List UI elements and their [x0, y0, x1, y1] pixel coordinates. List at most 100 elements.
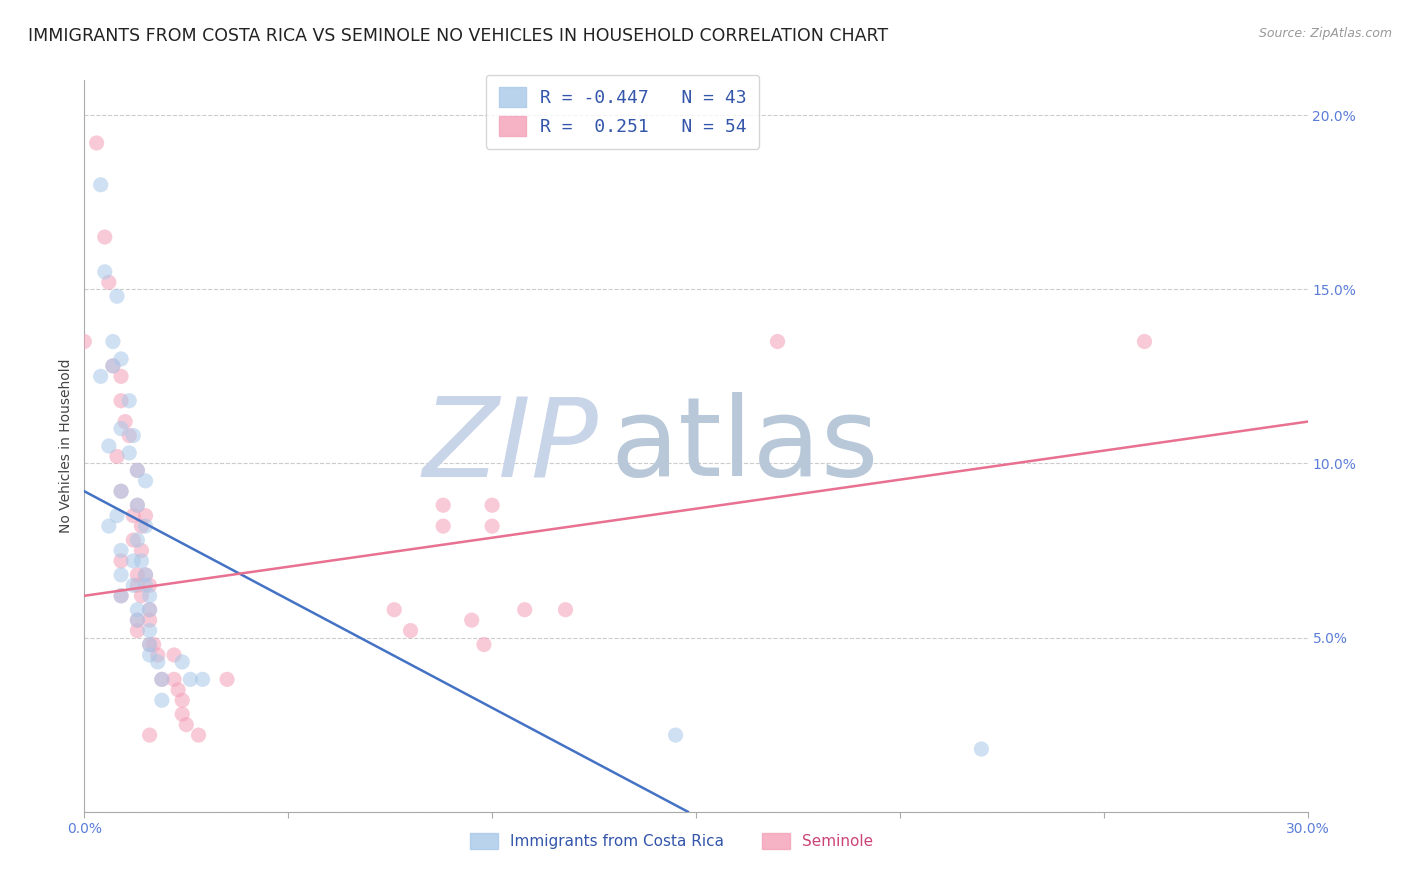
Point: [167, 682, 190, 697]
Text: IMMIGRANTS FROM COSTA RICA VS SEMINOLE NO VEHICLES IN HOUSEHOLD CORRELATION CHAR: IMMIGRANTS FROM COSTA RICA VS SEMINOLE N…: [28, 27, 889, 45]
Point: [93, 230, 115, 244]
Point: [101, 334, 124, 349]
Point: [481, 498, 503, 512]
Point: [127, 498, 149, 512]
Point: [101, 359, 124, 373]
Point: [97, 519, 120, 533]
Point: [131, 543, 153, 558]
Point: [90, 369, 112, 384]
Point: [138, 613, 160, 627]
Point: [138, 624, 160, 638]
Point: [138, 638, 160, 652]
Point: [105, 289, 128, 303]
Point: [150, 693, 173, 707]
Point: [127, 624, 149, 638]
Point: [73, 334, 96, 349]
Point: [135, 578, 157, 592]
Point: [127, 567, 149, 582]
Point: [217, 673, 239, 687]
Point: [135, 519, 157, 533]
Point: [97, 275, 120, 289]
Point: [135, 508, 157, 523]
Point: [122, 428, 145, 442]
Point: [399, 624, 422, 638]
Point: [118, 446, 141, 460]
Point: [146, 655, 169, 669]
Point: [146, 648, 169, 662]
Point: [138, 589, 160, 603]
Point: [187, 728, 209, 742]
Point: [93, 265, 115, 279]
Point: [1133, 334, 1156, 349]
Point: [110, 351, 132, 366]
Point: [191, 673, 214, 687]
Point: [110, 554, 132, 568]
Point: [665, 728, 688, 742]
Point: [127, 603, 149, 617]
Point: [970, 742, 993, 756]
Point: [127, 463, 149, 477]
Point: [127, 533, 149, 547]
Point: [105, 508, 128, 523]
Point: [122, 508, 145, 523]
Point: [131, 589, 153, 603]
Point: [122, 578, 145, 592]
Point: [131, 554, 153, 568]
Point: [122, 554, 145, 568]
Point: [174, 717, 197, 731]
Point: [135, 567, 157, 582]
Point: [86, 136, 108, 150]
Point: [163, 673, 186, 687]
Point: [179, 673, 201, 687]
Point: [142, 638, 165, 652]
Point: [432, 498, 454, 512]
Point: [163, 648, 186, 662]
Point: [110, 421, 132, 435]
Point: [110, 484, 132, 499]
Point: [382, 603, 405, 617]
Point: [118, 393, 141, 408]
Y-axis label: No Vehicles in Household: No Vehicles in Household: [59, 359, 73, 533]
Point: [138, 578, 160, 592]
Point: [122, 533, 145, 547]
Text: Source: ZipAtlas.com: Source: ZipAtlas.com: [1258, 27, 1392, 40]
Point: [101, 359, 124, 373]
Point: [110, 484, 132, 499]
Point: [150, 673, 173, 687]
Point: [554, 603, 576, 617]
Point: [766, 334, 789, 349]
Point: [127, 613, 149, 627]
Point: [127, 613, 149, 627]
Point: [138, 638, 160, 652]
Point: [138, 648, 160, 662]
Point: [172, 707, 194, 722]
Point: [127, 498, 149, 512]
Point: [118, 428, 141, 442]
Point: [105, 450, 128, 464]
Point: [131, 519, 153, 533]
Point: [138, 603, 160, 617]
Point: [135, 567, 157, 582]
Point: [432, 519, 454, 533]
Point: [138, 728, 160, 742]
Point: [127, 463, 149, 477]
Point: [138, 603, 160, 617]
Point: [110, 589, 132, 603]
Point: [172, 693, 194, 707]
Point: [513, 603, 536, 617]
Point: [481, 519, 503, 533]
Point: [461, 613, 484, 627]
Point: [172, 655, 194, 669]
Legend: Immigrants from Costa Rica, Seminole: Immigrants from Costa Rica, Seminole: [464, 826, 879, 855]
Text: atlas: atlas: [610, 392, 879, 500]
Point: [90, 178, 112, 192]
Point: [114, 415, 136, 429]
Point: [472, 638, 495, 652]
Point: [110, 393, 132, 408]
Point: [110, 369, 132, 384]
Point: [97, 439, 120, 453]
Point: [110, 589, 132, 603]
Point: [110, 567, 132, 582]
Point: [150, 673, 173, 687]
Point: [127, 578, 149, 592]
